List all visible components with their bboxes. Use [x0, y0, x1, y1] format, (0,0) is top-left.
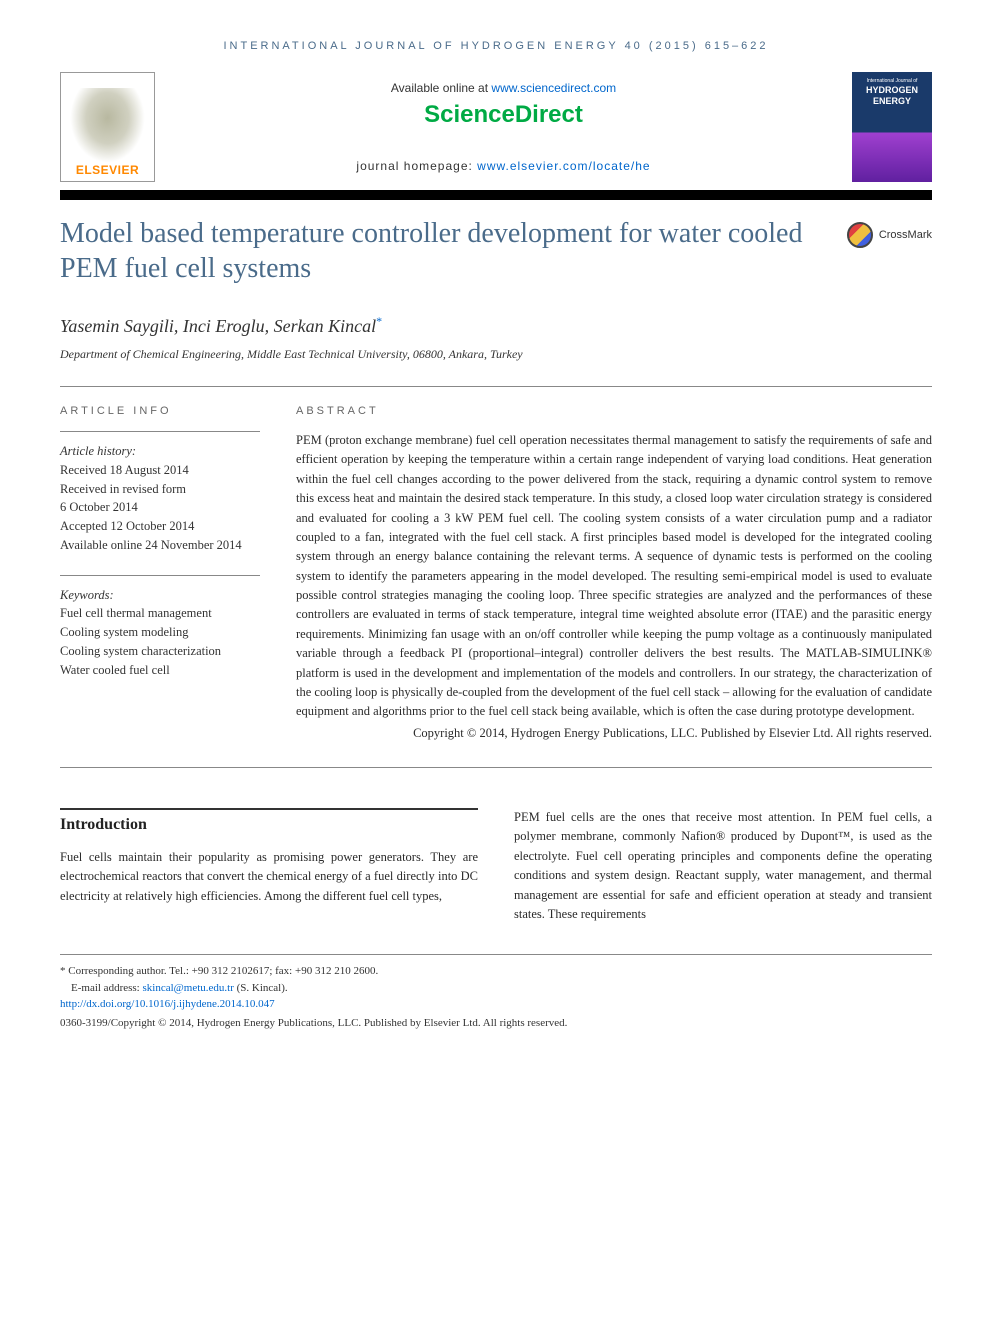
online-date: Available online 24 November 2014 — [60, 536, 260, 555]
footnotes: * Corresponding author. Tel.: +90 312 21… — [60, 954, 932, 1031]
elsevier-logo[interactable]: ELSEVIER — [60, 72, 155, 182]
keyword: Water cooled fuel cell — [60, 661, 260, 680]
homepage-prefix: journal homepage: — [356, 159, 477, 173]
doi-line: http://dx.doi.org/10.1016/j.ijhydene.201… — [60, 996, 932, 1013]
intro-text-col2: PEM fuel cells are the ones that receive… — [514, 808, 932, 924]
divider — [60, 767, 932, 768]
journal-cover-thumbnail[interactable]: International Journal of HYDROGEN ENERGY — [852, 72, 932, 182]
keywords-block: Keywords: Fuel cell thermal management C… — [60, 575, 260, 680]
sciencedirect-logo[interactable]: ScienceDirect — [175, 101, 832, 129]
journal-homepage: journal homepage: www.elsevier.com/locat… — [175, 159, 832, 173]
abstract-column: ABSTRACT PEM (proton exchange membrane) … — [296, 405, 932, 743]
doi-link[interactable]: http://dx.doi.org/10.1016/j.ijhydene.201… — [60, 998, 275, 1010]
crossmark-text: CrossMark — [879, 229, 932, 241]
corresponding-mark: * — [376, 314, 382, 328]
title-row: Model based temperature controller devel… — [60, 216, 932, 286]
email-line: E-mail address: skincal@metu.edu.tr (S. … — [60, 980, 932, 997]
crossmark-icon — [847, 222, 873, 248]
revised-line1: Received in revised form — [60, 480, 260, 499]
homepage-link[interactable]: www.elsevier.com/locate/he — [477, 159, 650, 173]
keywords-label: Keywords: — [60, 586, 260, 605]
cover-title-1: HYDROGEN — [866, 86, 918, 95]
cover-title-2: ENERGY — [873, 97, 911, 106]
body-col-left: Introduction Fuel cells maintain their p… — [60, 808, 478, 924]
email-link[interactable]: skincal@metu.edu.tr — [142, 982, 233, 994]
journal-reference: INTERNATIONAL JOURNAL OF HYDROGEN ENERGY… — [60, 40, 932, 52]
affiliation: Department of Chemical Engineering, Midd… — [60, 347, 932, 362]
crossmark-badge[interactable]: CrossMark — [847, 222, 932, 248]
received-date: Received 18 August 2014 — [60, 461, 260, 480]
sciencedirect-url-link[interactable]: www.sciencedirect.com — [491, 81, 616, 95]
email-label: E-mail address: — [71, 982, 142, 994]
abstract-copyright: Copyright © 2014, Hydrogen Energy Public… — [296, 724, 932, 743]
elsevier-text: ELSEVIER — [76, 163, 139, 177]
body-col-right: PEM fuel cells are the ones that receive… — [514, 808, 932, 924]
keyword: Cooling system characterization — [60, 642, 260, 661]
available-prefix: Available online at — [391, 81, 492, 95]
keyword: Fuel cell thermal management — [60, 604, 260, 623]
cover-journal-name: International Journal of — [867, 78, 918, 84]
revised-line2: 6 October 2014 — [60, 498, 260, 517]
article-info-column: ARTICLE INFO Article history: Received 1… — [60, 405, 260, 743]
keyword: Cooling system modeling — [60, 623, 260, 642]
bottom-copyright: 0360-3199/Copyright © 2014, Hydrogen Ene… — [60, 1015, 932, 1032]
email-suffix: (S. Kincal). — [234, 982, 288, 994]
divider-bar — [60, 190, 932, 200]
abstract-body: PEM (proton exchange membrane) fuel cell… — [296, 433, 932, 718]
elsevier-tree-icon — [70, 88, 145, 163]
header-box: ELSEVIER Available online at www.science… — [60, 72, 932, 182]
divider — [60, 386, 932, 387]
abstract-text: PEM (proton exchange membrane) fuel cell… — [296, 431, 932, 743]
history-label: Article history: — [60, 442, 260, 461]
abstract-heading: ABSTRACT — [296, 405, 932, 417]
header-center: Available online at www.sciencedirect.co… — [155, 81, 852, 173]
article-title: Model based temperature controller devel… — [60, 216, 847, 286]
authors: Yasemin Saygili, Inci Eroglu, Serkan Kin… — [60, 314, 932, 337]
body-columns: Introduction Fuel cells maintain their p… — [60, 808, 932, 924]
introduction-heading: Introduction — [60, 808, 478, 834]
author-list: Yasemin Saygili, Inci Eroglu, Serkan Kin… — [60, 316, 376, 336]
info-abstract-row: ARTICLE INFO Article history: Received 1… — [60, 405, 932, 743]
intro-text-col1: Fuel cells maintain their popularity as … — [60, 848, 478, 906]
accepted-date: Accepted 12 October 2014 — [60, 517, 260, 536]
article-history: Article history: Received 18 August 2014… — [60, 431, 260, 555]
corresponding-author-note: * Corresponding author. Tel.: +90 312 21… — [60, 963, 932, 980]
available-online: Available online at www.sciencedirect.co… — [175, 81, 832, 95]
article-info-heading: ARTICLE INFO — [60, 405, 260, 417]
